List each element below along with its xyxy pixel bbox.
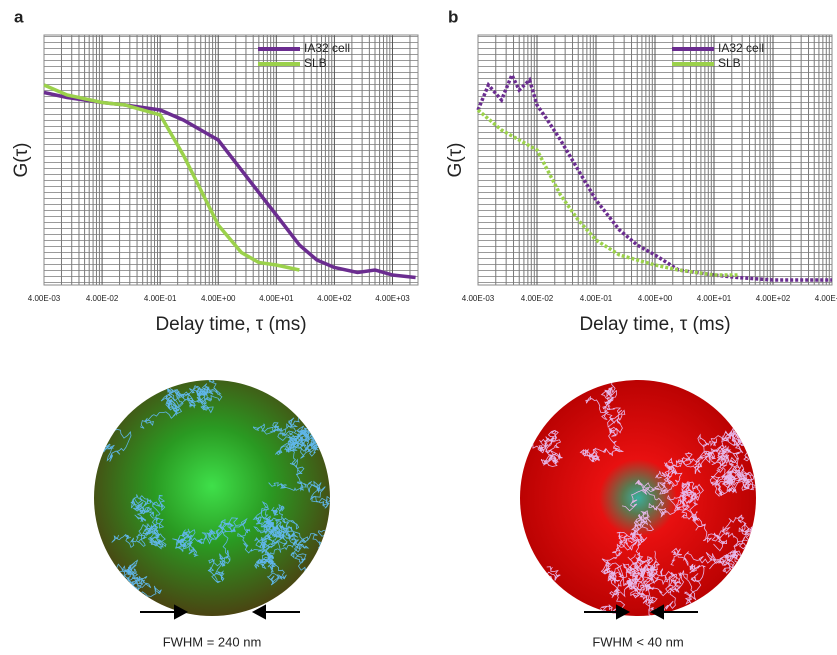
trajectory	[172, 528, 216, 558]
x-tick-label: 4.00E-02	[86, 294, 119, 303]
trajectory	[268, 441, 330, 509]
trajectory	[280, 480, 330, 551]
x-tick-label: 4.00E+00	[201, 294, 236, 303]
plot-area	[44, 35, 418, 285]
legend-label: SLB	[718, 56, 741, 70]
trajectory	[189, 380, 225, 404]
x-tick-label: 4.00E-01	[580, 294, 613, 303]
trajectory	[709, 591, 756, 616]
trajectory	[709, 514, 756, 570]
x-axis-label: Delay time, τ (ms)	[579, 314, 730, 335]
x-tick-label: 4.00E+03	[375, 294, 410, 303]
trajectory	[720, 469, 756, 493]
series-line	[43, 83, 300, 272]
x-tick-label: 4.00E-03	[462, 294, 495, 303]
trajectory	[677, 486, 728, 552]
trajectory	[237, 517, 287, 586]
panel-label: a	[14, 7, 24, 26]
trajectory	[111, 511, 167, 550]
trajectory	[165, 383, 214, 416]
x-tick-label: 4.00E-03	[28, 294, 61, 303]
trajectory	[682, 440, 740, 475]
trajectory	[207, 517, 244, 584]
legend-label: IA32 cell	[718, 41, 764, 55]
arrows	[140, 604, 698, 620]
series-line	[476, 70, 832, 282]
trajectory	[252, 422, 324, 457]
x-tick-label: 4.00E+01	[697, 294, 732, 303]
panel-label: b	[448, 7, 458, 26]
y-axis-label: G(τ)	[445, 143, 466, 178]
x-tick-label: 4.00E-02	[521, 294, 554, 303]
y-axis-label: G(τ)	[11, 143, 32, 178]
trajectory	[579, 396, 626, 463]
caption: FWHM < 40 nm	[592, 634, 683, 649]
trajectory	[254, 519, 288, 570]
trajectories	[527, 380, 756, 616]
caption: FWHM = 240 nm	[163, 634, 262, 649]
x-tick-label: 4.00E+03	[815, 294, 837, 303]
legend-label: IA32 cell	[304, 41, 350, 55]
trajectory	[621, 456, 695, 512]
trajectory	[130, 494, 166, 547]
trajectory	[527, 429, 563, 467]
x-tick-label: 4.00E+02	[756, 294, 791, 303]
trajectory	[641, 550, 706, 605]
x-axis-label: Delay time, τ (ms)	[155, 314, 306, 335]
trajectory	[139, 388, 219, 429]
x-tick-label: 4.00E+02	[317, 294, 352, 303]
trajectory	[594, 562, 626, 616]
x-tick-label: 4.00E+00	[638, 294, 673, 303]
series-line	[476, 108, 738, 277]
trajectory	[615, 510, 654, 552]
legend-label: SLB	[304, 56, 327, 70]
trajectory	[291, 380, 316, 403]
plot-frame	[477, 34, 833, 286]
plot-frame	[43, 34, 419, 286]
trajectory	[293, 380, 330, 425]
trajectory	[629, 529, 688, 592]
x-tick-label: 4.00E-01	[144, 294, 177, 303]
psf-image	[520, 380, 756, 616]
trajectory	[641, 481, 704, 521]
trajectory	[614, 554, 656, 587]
trajectory	[263, 503, 288, 547]
trajectory	[600, 550, 644, 599]
x-tick-label: 4.00E+01	[259, 294, 294, 303]
trajectory	[600, 380, 632, 424]
